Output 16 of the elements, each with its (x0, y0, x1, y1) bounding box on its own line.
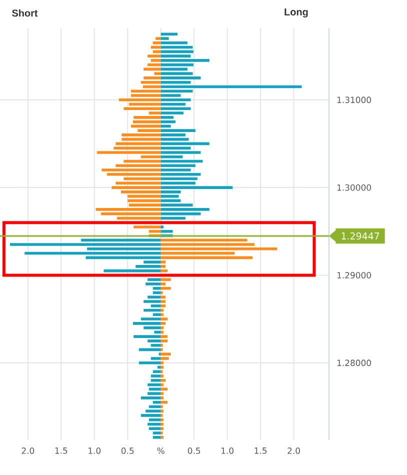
x-tick-label: 2.0 (22, 448, 34, 454)
y-tick-label: 1.28000 (337, 360, 371, 366)
x-tick-label: 1.5 (254, 448, 267, 454)
y-tick-label: 1.31000 (337, 96, 371, 104)
x-tick-label: 1.0 (222, 448, 234, 454)
x-tick-label: % (157, 448, 164, 454)
x-tick-label: 1.0 (88, 448, 101, 454)
ref-line-label: 1.29447 (342, 232, 380, 240)
text: Long (284, 8, 308, 18)
y-tick-label: 1.29000 (337, 272, 371, 278)
x-tick-label: 1.5 (55, 448, 68, 454)
x-tick-label: 0.5 (188, 448, 200, 454)
x-tick-label: 0.5 (121, 448, 134, 454)
y-tick-label: 1.30000 (337, 184, 371, 191)
text: Short (12, 9, 38, 17)
x-tick-label: 2.0 (288, 448, 300, 454)
